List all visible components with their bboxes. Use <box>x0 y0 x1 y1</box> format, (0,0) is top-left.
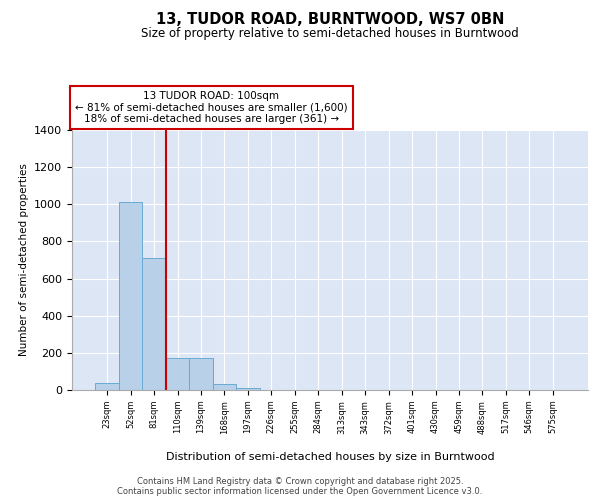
Bar <box>142 258 166 390</box>
Text: Size of property relative to semi-detached houses in Burntwood: Size of property relative to semi-detach… <box>141 28 519 40</box>
Text: 13, TUDOR ROAD, BURNTWOOD, WS7 0BN: 13, TUDOR ROAD, BURNTWOOD, WS7 0BN <box>156 12 504 28</box>
Y-axis label: Number of semi-detached properties: Number of semi-detached properties <box>19 164 29 356</box>
Text: Contains HM Land Registry data © Crown copyright and database right 2025.: Contains HM Land Registry data © Crown c… <box>137 476 463 486</box>
Text: Distribution of semi-detached houses by size in Burntwood: Distribution of semi-detached houses by … <box>166 452 494 462</box>
Bar <box>189 358 213 390</box>
Bar <box>213 384 236 390</box>
Text: 13 TUDOR ROAD: 100sqm
← 81% of semi-detached houses are smaller (1,600)
18% of s: 13 TUDOR ROAD: 100sqm ← 81% of semi-deta… <box>75 91 347 124</box>
Bar <box>119 202 142 390</box>
Bar <box>166 358 189 390</box>
Bar <box>236 388 260 390</box>
Text: Contains public sector information licensed under the Open Government Licence v3: Contains public sector information licen… <box>118 486 482 496</box>
Bar <box>95 382 119 390</box>
